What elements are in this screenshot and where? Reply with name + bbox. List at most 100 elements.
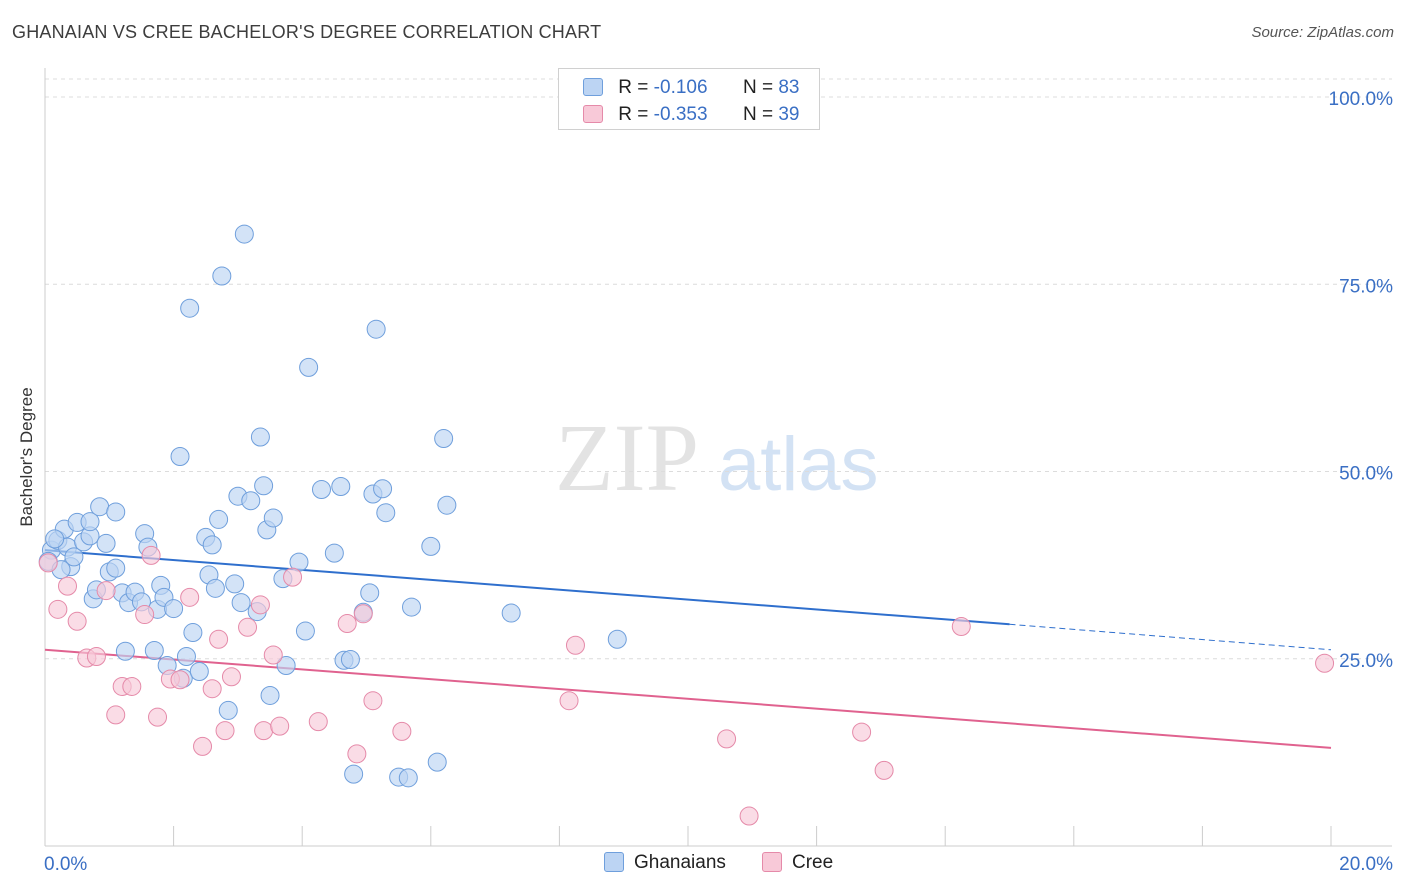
ghanaian-point <box>180 298 200 318</box>
cree-point <box>1315 653 1335 673</box>
cree-point <box>717 729 737 749</box>
ghanaian-point <box>376 503 396 523</box>
x-tick-label-min: 0.0% <box>44 854 87 875</box>
watermark: ZIP atlas <box>555 404 879 511</box>
cree-point <box>951 617 971 637</box>
cree-point <box>739 806 759 826</box>
ghanaian-point <box>234 224 254 244</box>
ghanaian-point <box>64 547 84 567</box>
watermark-zip: ZIP <box>555 404 699 511</box>
x-tick-label-max: 20.0% <box>1339 854 1393 875</box>
y-tick-labels: 25.0% 50.0% 75.0% 100.0% <box>1329 89 1394 672</box>
ghanaian-point <box>202 535 222 555</box>
ghanaian-point <box>501 603 521 623</box>
cree-trend-line <box>44 648 1332 749</box>
legend-n-value: 39 <box>778 104 800 125</box>
cree-point <box>874 760 894 780</box>
ghanaian-point <box>115 641 135 661</box>
cree-legend-label: Cree <box>792 852 834 873</box>
cree-point <box>221 667 241 687</box>
cree-point <box>283 567 303 587</box>
ghanaian-point <box>398 768 418 788</box>
ghanaian-swatch <box>583 78 603 96</box>
bottom-legend-cree[interactable]: Cree <box>762 852 833 874</box>
legend-row-ghanaians: R = -0.106 N = 83 <box>583 77 799 99</box>
cree-point <box>353 604 373 624</box>
cree-point <box>38 553 58 573</box>
cree-point <box>86 647 106 667</box>
ghanaian-point <box>360 583 380 603</box>
bottom-legend-ghanaians[interactable]: Ghanaians <box>604 852 726 874</box>
cree-point <box>238 617 258 637</box>
y-tick-label: 100.0% <box>1329 89 1394 110</box>
ghanaian-point <box>373 479 393 499</box>
ghanaian-point <box>209 509 229 529</box>
ghanaian-point <box>437 495 457 515</box>
legend-n-label: N = <box>742 104 774 125</box>
cree-point <box>308 712 328 732</box>
cree-swatch <box>583 105 603 123</box>
legend-r-label: R = <box>618 104 649 125</box>
cree-point <box>852 722 872 742</box>
cree-point <box>96 581 116 601</box>
ghanaian-point <box>183 623 203 643</box>
cree-point <box>347 744 367 764</box>
ghanaian-point <box>331 476 351 496</box>
ghanaian-point <box>218 700 238 720</box>
ghanaian-point <box>90 497 110 517</box>
ghanaian-point <box>295 621 315 641</box>
cree-point <box>337 614 357 634</box>
ghanaian-point <box>80 512 100 532</box>
legend-n-value: 83 <box>778 77 800 98</box>
ghanaian-legend-swatch <box>604 852 624 872</box>
ghanaian-point <box>96 533 116 553</box>
ghanaian-point <box>311 479 331 499</box>
ghanaian-legend-label: Ghanaians <box>634 852 726 873</box>
ghanaian-point <box>241 491 261 511</box>
cree-point <box>106 705 126 725</box>
ghanaian-point <box>144 641 164 661</box>
ghanaian-point <box>254 476 274 496</box>
cree-point <box>263 645 283 665</box>
stats-legend: R = -0.106 N = 83 R = -0.353 N = 39 <box>558 68 820 130</box>
ghanaian-trend-line <box>44 549 1010 626</box>
axes <box>44 68 1392 847</box>
legend-r-value: -0.106 <box>653 77 708 98</box>
ghanaian-point <box>170 447 190 467</box>
cree-point <box>270 716 290 736</box>
ghanaian-point <box>607 629 627 649</box>
cree-point <box>180 587 200 607</box>
cree-point <box>215 721 235 741</box>
legend-n-label: N = <box>742 77 774 98</box>
source-label: Source: ZipAtlas.com <box>1251 24 1394 41</box>
cree-point <box>193 736 213 756</box>
ghanaian-point <box>402 597 422 617</box>
cree-point <box>148 707 168 727</box>
ghanaian-point <box>421 536 441 556</box>
cree-point <box>58 576 78 596</box>
watermark-atlas: atlas <box>718 422 879 507</box>
ghanaian-point <box>45 529 65 549</box>
ghanaian-point <box>176 647 196 667</box>
ghanaian-trend-extension <box>1009 623 1332 651</box>
cree-point <box>122 676 142 696</box>
ghanaian-point <box>212 266 232 286</box>
ghanaian-point <box>260 685 280 705</box>
grid-lines <box>45 78 1392 660</box>
legend-r-value: -0.353 <box>653 104 708 125</box>
ghanaian-point <box>366 319 386 339</box>
ghanaian-point <box>189 661 209 681</box>
cree-point <box>67 611 87 631</box>
ghanaian-point <box>263 508 283 528</box>
ghanaian-point <box>427 752 447 772</box>
cree-point <box>48 599 68 619</box>
ghanaian-point <box>340 649 360 669</box>
ghanaian-point <box>225 574 245 594</box>
cree-point <box>565 635 585 655</box>
ghanaian-point <box>344 764 364 784</box>
ghanaian-point <box>434 429 454 449</box>
trend-lines <box>44 549 1332 749</box>
legend-row-cree: R = -0.353 N = 39 <box>583 104 799 126</box>
ghanaian-point <box>299 357 319 377</box>
